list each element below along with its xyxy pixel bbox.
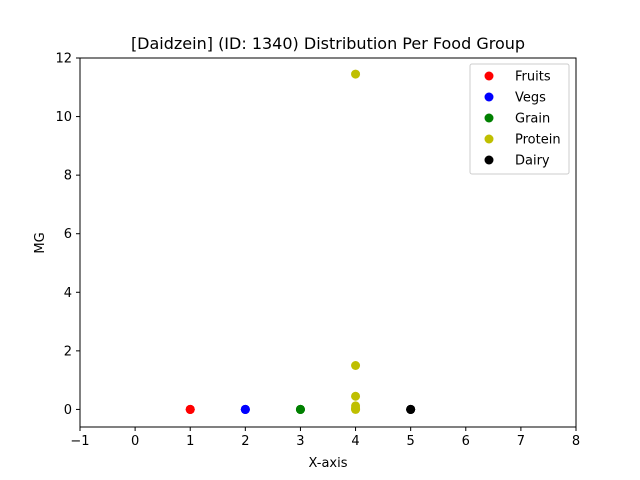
x-tick-label: −1	[70, 434, 89, 449]
legend-marker-protein	[484, 134, 494, 144]
x-tick-label: 7	[517, 434, 525, 449]
data-point-protein-2	[351, 391, 361, 401]
x-axis-label: X-axis	[309, 456, 348, 471]
x-tick-label: 2	[241, 434, 249, 449]
legend-label-grain: Grain	[515, 112, 550, 127]
y-tick-label: 10	[55, 110, 72, 125]
y-axis-label: MG	[33, 232, 48, 253]
legend-label-dairy: Dairy	[515, 154, 550, 169]
legend-marker-vegs	[484, 92, 494, 102]
legend-label-fruits: Fruits	[515, 70, 551, 85]
y-tick-label: 0	[64, 403, 72, 418]
x-tick-label: 5	[407, 434, 415, 449]
y-tick-label: 2	[64, 344, 72, 359]
x-tick-label: 0	[131, 434, 139, 449]
y-tick-label: 4	[64, 286, 72, 301]
legend-marker-grain	[484, 113, 494, 123]
legend-marker-dairy	[484, 155, 494, 165]
x-tick-label: 4	[351, 434, 359, 449]
legend-label-protein: Protein	[515, 133, 561, 148]
x-tick-label: 1	[186, 434, 194, 449]
x-tick-label: 6	[462, 434, 470, 449]
data-point-dairy-2	[406, 404, 416, 414]
data-point-protein-1	[351, 361, 361, 370]
legend-box	[469, 63, 570, 175]
data-point-grain-2	[295, 404, 305, 414]
data-point-protein-0	[351, 69, 361, 79]
plot-frame	[79, 57, 577, 428]
y-tick-label: 6	[64, 227, 72, 242]
legend: Fruits Vegs Grain Protein Dairy	[469, 63, 570, 175]
data-point-fruits-2	[185, 404, 195, 414]
data-point-protein-6	[351, 404, 361, 414]
y-tick-label: 12	[55, 52, 72, 67]
x-tick-label: 3	[296, 434, 304, 449]
legend-marker-fruits	[484, 71, 494, 81]
y-tick-label: 8	[64, 169, 72, 184]
chart-title: [Daidzein] (ID: 1340) Distribution Per F…	[131, 34, 525, 53]
data-point-vegs-2	[240, 404, 250, 414]
legend-label-vegs: Vegs	[515, 91, 546, 106]
x-tick-label: 8	[572, 434, 580, 449]
